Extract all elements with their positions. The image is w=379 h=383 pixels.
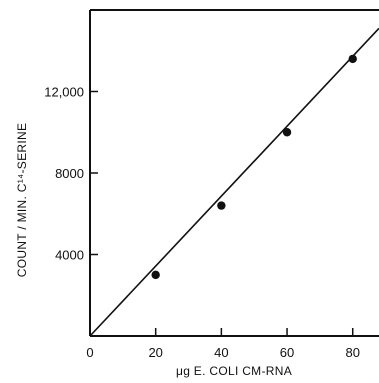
x-tick-label: 20 xyxy=(148,345,162,360)
y-tick-label: 12,000 xyxy=(44,85,84,100)
x-axis-label: μg E. COLI CM-RNA xyxy=(176,364,292,378)
x-tick-label: 0 xyxy=(86,345,93,360)
y-tick-label: 8000 xyxy=(55,166,84,181)
y-axis-label: COUNT / MIN. C¹⁴-SERINE xyxy=(15,123,29,278)
y-tick-label: 4000 xyxy=(55,248,84,263)
data-point xyxy=(151,270,160,280)
x-tick-label: 60 xyxy=(280,345,294,360)
data-point xyxy=(282,128,292,137)
axes xyxy=(89,9,379,337)
data-point xyxy=(348,54,357,64)
ticks: 0 20 40 60 80 4000 8000 12,000 xyxy=(44,85,360,361)
data-point xyxy=(217,201,226,210)
fit-line-group xyxy=(89,27,379,337)
fit-line xyxy=(89,27,379,337)
x-tick-label: 80 xyxy=(345,345,359,360)
x-tick-label: 40 xyxy=(214,345,228,360)
data-points xyxy=(151,54,357,280)
